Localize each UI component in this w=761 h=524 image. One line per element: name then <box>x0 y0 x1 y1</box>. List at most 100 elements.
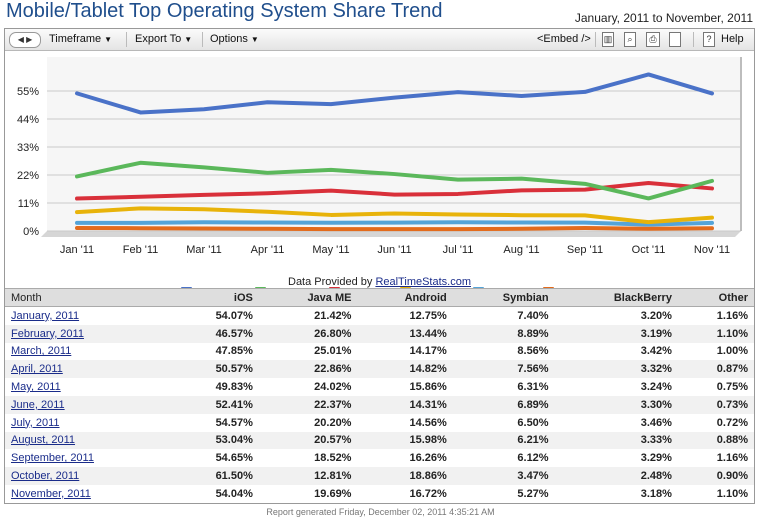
month-link[interactable]: July, 2011 <box>11 416 60 429</box>
table-row: July, 2011 54.57% 20.20% 14.56% 6.50% 3.46% 0.… <box>5 414 754 432</box>
y-tick-label: 44% <box>17 114 39 126</box>
value-cell: 24.02% <box>314 381 352 394</box>
month-cell: September, 2011 <box>5 449 172 467</box>
month-cell: April, 2011 <box>5 360 173 379</box>
value-cell: 3.33% <box>554 431 678 450</box>
table-row: January, 2011 54.07% 21.42% 12.75% 7.40% 3.20… <box>5 307 754 325</box>
value-cell: 22.37% <box>258 395 358 414</box>
chart-area: 0% 11% 22% 33% 44% 55% Jan '11 Feb '11 Mar '11 Ap… <box>5 51 754 300</box>
chevron-down-icon: ▼ <box>250 35 259 44</box>
embed-button[interactable]: <Embed /> <box>537 33 591 45</box>
options-label: Options <box>210 33 248 45</box>
x-tick-label: Feb '11 <box>123 244 159 256</box>
print-preview-icon[interactable]: ⌕ <box>624 32 636 47</box>
value-cell: 20.20% <box>314 416 352 429</box>
value-cell: 46.57% <box>172 324 259 343</box>
value-cell: 0.73% <box>677 395 754 414</box>
value-cell: 3.24% <box>640 381 672 394</box>
print-icon[interactable]: ⎙ <box>646 32 660 47</box>
month-link[interactable]: April, 2011 <box>11 363 63 376</box>
export-menu[interactable]: Export To ▼ <box>135 33 192 45</box>
chevron-down-icon: ▼ <box>184 35 193 44</box>
table-row: September, 2011 54.65% 18.52% 16.26% 6.12% 3.… <box>5 449 754 467</box>
timeframe-label: Timeframe <box>49 33 102 45</box>
x-tick-label: Aug '11 <box>503 244 539 256</box>
value-cell: 18.52% <box>314 452 352 465</box>
timeframe-menu[interactable]: Timeframe ▼ <box>49 33 112 45</box>
value-cell: 3.47% <box>452 467 555 485</box>
provided-prefix: Data Provided by <box>288 276 376 288</box>
data-provider-note: Data Provided by RealTimeStats.com <box>5 276 754 288</box>
value-cell: 3.46% <box>640 416 672 429</box>
x-tick-label: Jul '11 <box>443 244 474 256</box>
x-tick-label: Jun '11 <box>377 244 411 256</box>
x-tick-label: Apr '11 <box>251 244 285 256</box>
value-cell: 1.00% <box>716 345 748 358</box>
month-link[interactable]: August, 2011 <box>11 434 76 447</box>
column-header: BlackBerry <box>554 288 678 307</box>
value-cell: 0.72% <box>716 416 748 429</box>
value-cell: 12.81% <box>258 467 358 485</box>
value-cell: 1.16% <box>716 309 748 322</box>
toolbar: ◀ ▶ Timeframe ▼ Export To ▼ Options ▼ <Embe… <box>5 29 754 51</box>
value-cell: 54.04% <box>215 487 253 500</box>
month-link[interactable]: September, 2011 <box>11 452 94 465</box>
realtimestats-link[interactable]: RealTimeStats.com <box>375 276 471 288</box>
help-icon[interactable]: ? <box>703 32 715 47</box>
column-header: Symbian <box>452 288 555 307</box>
y-tick-label: 11% <box>18 198 39 210</box>
month-cell: January, 2011 <box>5 307 172 325</box>
page-icon[interactable] <box>669 32 681 47</box>
value-cell: 15.98% <box>357 431 453 450</box>
value-cell: 53.04% <box>172 431 259 450</box>
series-line-blackberry <box>75 220 714 227</box>
value-cell: 8.56% <box>517 345 549 358</box>
column-header: Other <box>677 288 754 307</box>
value-cell: 54.07% <box>215 309 253 322</box>
month-link[interactable]: January, 2011 <box>11 309 80 322</box>
month-link[interactable]: March, 2011 <box>11 345 72 358</box>
value-cell: 22.86% <box>258 360 358 379</box>
value-cell: 13.44% <box>357 324 453 343</box>
month-link[interactable]: June, 2011 <box>11 398 65 411</box>
plot-background <box>47 57 741 231</box>
table-row: November, 2011 54.04% 19.69% 16.72% 5.27% 3.1… <box>5 485 754 503</box>
month-link[interactable]: November, 2011 <box>11 487 91 500</box>
toolbar-divider <box>693 32 694 47</box>
month-link[interactable]: May, 2011 <box>11 381 61 394</box>
value-cell: 61.50% <box>172 467 259 485</box>
value-cell: 0.87% <box>677 360 754 379</box>
columns-icon[interactable]: ▥ <box>602 32 614 47</box>
options-menu[interactable]: Options ▼ <box>210 33 259 45</box>
chevron-down-icon: ▼ <box>104 35 113 44</box>
value-cell: 18.86% <box>357 467 453 485</box>
month-link[interactable]: October, 2011 <box>11 470 80 483</box>
y-tick-label: 0% <box>23 226 39 238</box>
value-cell: 16.26% <box>409 452 447 465</box>
series-line-other <box>75 226 714 232</box>
table-row: February, 2011 46.57% 26.80% 13.44% 8.89% 3.1… <box>5 324 754 343</box>
table-row: April, 2011 50.57% 22.86% 14.82% 7.56% 3.32% 0… <box>5 360 754 379</box>
value-cell: 50.57% <box>172 360 259 379</box>
x-tick-label: Jan '11 <box>60 244 94 256</box>
value-cell: 47.85% <box>215 345 253 358</box>
value-cell: 0.90% <box>677 467 754 485</box>
x-tick-label: Nov '11 <box>694 244 730 256</box>
help-button[interactable]: Help <box>721 33 744 45</box>
column-header: Java ME <box>258 288 358 307</box>
month-link[interactable]: February, 2011 <box>11 327 84 340</box>
value-cell: 20.57% <box>258 431 358 450</box>
x-tick-label: Oct '11 <box>632 244 666 256</box>
value-cell: 14.31% <box>357 395 453 414</box>
value-cell: 1.10% <box>677 324 754 343</box>
table-row: June, 2011 52.41% 22.37% 14.31% 6.89% 3.30% 0.… <box>5 395 754 414</box>
prev-next-arrows-icon[interactable]: ◀ ▶ <box>9 32 41 48</box>
value-cell: 6.50% <box>517 416 549 429</box>
toolbar-divider <box>595 32 596 47</box>
export-label: Export To <box>135 33 182 45</box>
value-cell: 3.42% <box>640 345 672 358</box>
value-cell: 14.56% <box>409 416 447 429</box>
value-cell: 12.75% <box>409 309 447 322</box>
x-tick-label: Mar '11 <box>186 244 222 256</box>
value-cell: 52.41% <box>172 395 259 414</box>
